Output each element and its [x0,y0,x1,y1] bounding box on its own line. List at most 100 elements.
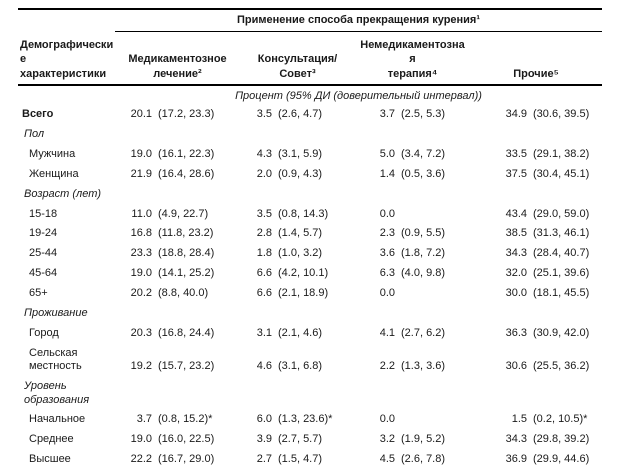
estimate-value: 3.7 [136,413,152,426]
column-header-line: Немедикаментозна [360,38,465,51]
row-label: Женщина [29,167,79,180]
row-label: 15-18 [29,207,58,220]
data-cell: 1.5 (0.2, 10.5)* [470,413,602,427]
data-cell: 30.0 (18.1, 45.5) [470,287,602,301]
data-cell: 3.5 (2.6, 4.7) [240,108,355,122]
confidence-interval: (1.8, 7.2) [401,247,446,260]
estimate-value: 1.8 [256,247,272,260]
data-cell: 6.3 (4.0, 9.8) [355,267,470,281]
confidence-interval: (1.4, 5.7) [278,227,323,240]
data-cell: 43.4 (29.0, 59.0) [470,208,602,222]
spanning-header-title: Применение способа прекращения курения¹ [115,10,602,32]
estimate-value: 19.0 [130,267,152,280]
table-row: Среднее 19.0 (16.0, 22.5) 3.9 (2.7, 5.7) 3.2 (… [18,430,602,450]
row-header-line: характеристики [20,67,107,80]
confidence-interval: (29.0, 59.0) [533,207,590,220]
row-header-line: Демографически [20,38,114,51]
row-label: Высшее [29,453,71,466]
table-row: Уровень образования [18,377,602,410]
estimate-value: 3.7 [379,108,395,121]
confidence-interval: (31.3, 46.1) [533,227,590,240]
data-cell: 23.3 (18.8, 28.4) [115,247,240,261]
confidence-interval: (16.7, 29.0) [158,453,215,466]
estimate-value: 1.5 [511,413,527,426]
estimate-value: 20.1 [130,108,152,121]
data-cell: 6.6 (4.2, 10.1) [240,267,355,281]
data-cell: 20.1 (17.2, 23.3) [115,108,240,122]
row-label: Возраст (лет) [24,187,102,200]
confidence-interval: (11.8, 23.2) [158,227,214,240]
data-cell: 3.7 (2.5, 5.3) [355,108,470,122]
table-row: Начальное 3.7 (0.8, 15.2)* 6.0 (1.3, 23.6)* 0… [18,410,602,430]
row-label: 25-44 [29,247,58,260]
table-row: 15-18 11.0 (4.9, 22.7) 3.5 (0.8, 14.3) 0.0 43.… [18,204,602,224]
estimate-value: 32.0 [505,267,527,280]
confidence-interval: (0.8, 14.3) [278,207,329,220]
row-label: Мужчина [29,147,76,160]
data-cell: 3.7 (0.8, 15.2)* [115,413,240,427]
data-cell: 4.3 (3.1, 5.9) [240,148,355,162]
estimate-value: 33.5 [505,147,527,160]
estimate-value: 6.6 [256,287,272,300]
data-cell: 2.8 (1.4, 5.7) [240,227,355,241]
data-cell: 33.5 (29.1, 38.2) [470,148,602,162]
estimate-value: 30.6 [505,360,527,373]
confidence-interval: (2.6, 4.7) [278,108,323,121]
confidence-interval: (0.8, 15.2)* [158,413,213,426]
data-cell: 19.0 (16.0, 22.5) [115,433,240,447]
estimate-value: 3.5 [256,108,272,121]
row-label: 45-64 [29,267,58,280]
data-cell: 38.5 (31.3, 46.1) [470,227,602,241]
confidence-interval: (3.4, 7.2) [401,147,446,160]
column-header-line: лечение² [153,67,202,80]
data-cell: 0.0 [355,413,470,427]
estimate-value: 43.4 [505,207,527,220]
data-cell: 0.0 [355,287,470,301]
table-row: Проживание [18,304,602,324]
confidence-interval: (16.1, 22.3) [158,147,215,160]
confidence-interval: (30.4, 45.1) [533,167,590,180]
confidence-interval: (2.7, 6.2) [401,326,446,339]
row-label: Среднее [29,433,74,446]
table-row: 19-24 16.8 (11.8, 23.2) 2.8 (1.4, 5.7) 2.3 (0.… [18,224,602,244]
estimate-value: 37.5 [505,167,527,180]
confidence-interval: (1.3, 3.6) [401,360,446,373]
data-cell: 20.2 (8.8, 40.0) [115,287,240,301]
data-cell: 2.3 (0.9, 5.5) [355,227,470,241]
data-cell: 3.2 (1.9, 5.2) [355,433,470,447]
confidence-interval: (1.3, 23.6)* [278,413,333,426]
data-cell: 20.3 (16.8, 24.4) [115,327,240,341]
data-cell: 19.0 (14.1, 25.2) [115,267,240,281]
column-header-other: Прочие⁵ [470,67,602,82]
column-header-nonmedication: Немедикаментозна я терапия⁴ [355,38,470,82]
table-row: Возраст (лет) [18,185,602,205]
data-cell: 34.9 (30.6, 39.5) [470,108,602,122]
data-cell: 16.8 (11.8, 23.2) [115,227,240,241]
confidence-interval: (25.1, 39.6) [533,267,590,280]
table-row: Мужчина 19.0 (16.1, 22.3) 4.3 (3.1, 5.9) 5.0 (… [18,145,602,165]
confidence-interval: (25.5, 36.2) [533,360,590,373]
column-header-line: Медикаментозное [128,53,227,65]
estimate-value: 30.0 [505,287,527,300]
column-header-line: я [409,53,416,65]
smoking-cessation-table: Применение способа прекращения курения¹ … [18,8,602,469]
data-cell: 22.2 (16.7, 29.0) [115,453,240,467]
estimate-value: 2.3 [379,227,395,240]
row-label: 19-24 [29,227,58,240]
table-row: Город 20.3 (16.8, 24.4) 3.1 (2.1, 4.6) 4.1 (2.… [18,324,602,344]
table-row: 65+ 20.2 (8.8, 40.0) 6.6 (2.1, 18.9) 0.0 30.0 (… [18,284,602,304]
estimate-value: 5.0 [379,147,395,160]
confidence-interval: (18.8, 28.4) [158,247,215,260]
confidence-interval: (17.2, 23.3) [158,108,215,121]
confidence-interval: (18.1, 45.5) [533,287,590,300]
data-cell: 11.0 (4.9, 22.7) [115,208,240,222]
data-cell: 21.9 (16.4, 28.6) [115,168,240,182]
data-cell: 4.5 (2.6, 7.8) [355,453,470,467]
estimate-value: 2.2 [379,360,395,373]
data-cell: 3.1 (2.1, 4.6) [240,327,355,341]
estimate-value: 19.0 [130,433,152,446]
estimate-value: 2.8 [256,227,272,240]
confidence-interval: (29.9, 44.6) [533,453,590,466]
estimate-value: 2.7 [256,453,272,466]
